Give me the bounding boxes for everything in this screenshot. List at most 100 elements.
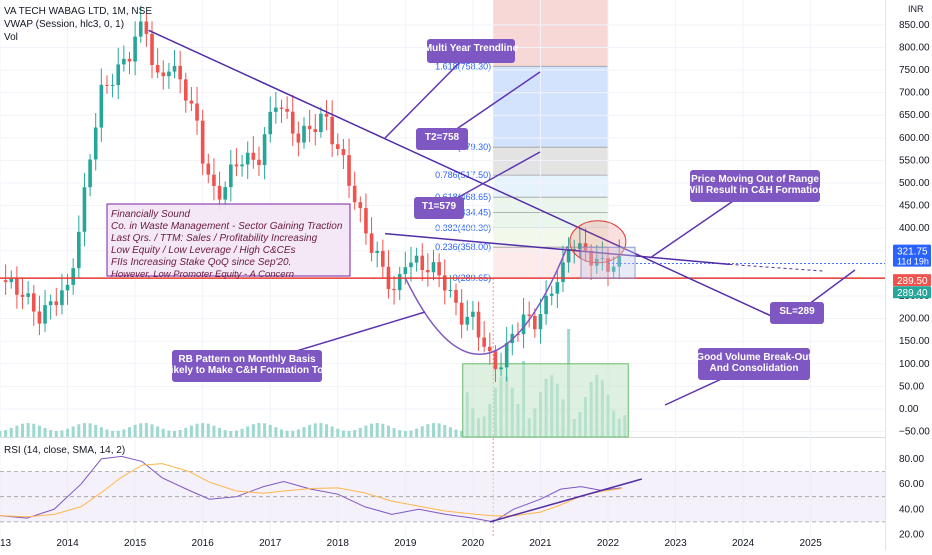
pane-separator xyxy=(0,437,885,438)
t1-callout[interactable]: T1=579 xyxy=(414,151,541,219)
volume-bar xyxy=(263,423,267,437)
candle-body xyxy=(538,314,543,330)
fib-zone xyxy=(493,212,609,229)
candle-body xyxy=(60,290,64,306)
sl-callout[interactable]: SL=289 xyxy=(770,269,856,324)
fundamentals-line: FIIs Increasing Stake QoQ since Sep'20. xyxy=(111,257,291,268)
candle-body xyxy=(544,295,548,315)
volume-bar xyxy=(403,430,407,437)
candle-body xyxy=(234,164,239,167)
candle-body xyxy=(476,311,481,338)
price-badge xyxy=(893,244,931,267)
candle-body xyxy=(527,314,531,316)
time-tick-label: 2024 xyxy=(732,538,755,549)
callout-text: SL=289 xyxy=(779,306,815,317)
volume-bar xyxy=(156,426,160,437)
fundamentals-line: Last Qrs. / TTM: Sales / Profitability I… xyxy=(111,233,318,244)
cup-arc xyxy=(404,246,569,355)
candle-body xyxy=(533,315,537,330)
candle-body xyxy=(274,107,278,112)
volume-bar xyxy=(426,424,430,437)
volume-bar xyxy=(150,424,154,437)
candle-body xyxy=(229,164,233,188)
volume-bar xyxy=(32,423,36,437)
volume-bar xyxy=(296,429,300,437)
candle-body xyxy=(3,280,8,283)
price-tick-label: 650.00 xyxy=(899,110,930,121)
price-badge xyxy=(893,286,931,299)
callout-text: Price Moving Out of Range xyxy=(691,174,819,185)
volume-bar xyxy=(66,428,70,437)
candle-body xyxy=(189,100,194,104)
volume-bar xyxy=(460,430,464,437)
vwap-legend: VWAP (Session, hlc3, 0, 1) xyxy=(4,19,124,30)
time-tick-label: 2014 xyxy=(56,538,79,549)
fib-zone xyxy=(493,197,609,213)
candle-body xyxy=(589,250,593,266)
price-tick-label: 600.00 xyxy=(899,133,930,144)
volume-bar xyxy=(49,430,53,437)
callout-pointer xyxy=(441,71,541,140)
volume-bar xyxy=(274,427,278,437)
candle-body xyxy=(606,258,610,272)
callout-box xyxy=(414,197,464,219)
price-badge-sub: 11d 19h xyxy=(897,257,929,267)
volume-bar xyxy=(313,423,317,437)
candle-body xyxy=(617,255,622,267)
candle-body xyxy=(223,187,227,200)
volume-bar xyxy=(268,424,272,437)
candle-body xyxy=(15,278,19,295)
t2-callout[interactable]: T2=758 xyxy=(416,71,541,150)
fundamentals-line: Financially Sound xyxy=(111,209,190,220)
time-tick-label: 2013 xyxy=(0,538,12,549)
candle-body xyxy=(161,72,166,77)
volume-bar xyxy=(201,423,205,437)
volume-bar xyxy=(443,424,447,437)
candle-body xyxy=(375,250,379,253)
fib-level-label: 1(579.30) xyxy=(453,142,492,152)
volume-bar xyxy=(139,423,143,437)
candle-body xyxy=(110,85,115,87)
callout-text: Good Volume Break-Out xyxy=(696,352,812,363)
fundamentals-box[interactable]: Financially Sound Co. in Waste Managemen… xyxy=(106,203,351,280)
candle-body xyxy=(352,185,357,203)
price-tick-label: 500.00 xyxy=(899,178,930,189)
candle-body xyxy=(414,255,419,263)
volume-bar xyxy=(386,425,390,437)
volume-bar xyxy=(415,428,419,437)
volume-bar xyxy=(127,427,131,437)
candle-body xyxy=(572,248,577,250)
volume-bar xyxy=(336,428,340,437)
volume-bar xyxy=(206,423,210,437)
volume-bar xyxy=(392,428,396,437)
candle-body xyxy=(409,262,413,268)
volume-bar xyxy=(178,430,182,437)
volume-bar xyxy=(285,430,289,437)
candle-body xyxy=(561,262,565,283)
callout-box xyxy=(770,302,824,324)
volume-bar xyxy=(279,429,283,437)
volume-bar xyxy=(319,423,323,437)
candle-body xyxy=(262,134,267,166)
candle-body xyxy=(172,65,177,72)
fib-zone xyxy=(493,66,609,148)
callout-box xyxy=(698,348,810,380)
volume-bar xyxy=(370,423,374,437)
time-tick-label: 2017 xyxy=(259,538,282,549)
volume-bar xyxy=(398,430,402,437)
candle-body xyxy=(442,275,447,291)
multi-year-trendline-callout[interactable]: Multi Year Trendline xyxy=(384,39,519,139)
time-tick-label: 2016 xyxy=(192,538,215,549)
time-tick-label: 2023 xyxy=(664,538,687,549)
callout-text: Likely to Make C&H Formation Too xyxy=(165,365,330,376)
volume-bar xyxy=(54,430,58,437)
volume-bar xyxy=(437,423,441,437)
candle-body xyxy=(99,84,104,128)
callout-text: And Consolidation xyxy=(710,363,799,374)
volume-bar xyxy=(26,423,30,437)
